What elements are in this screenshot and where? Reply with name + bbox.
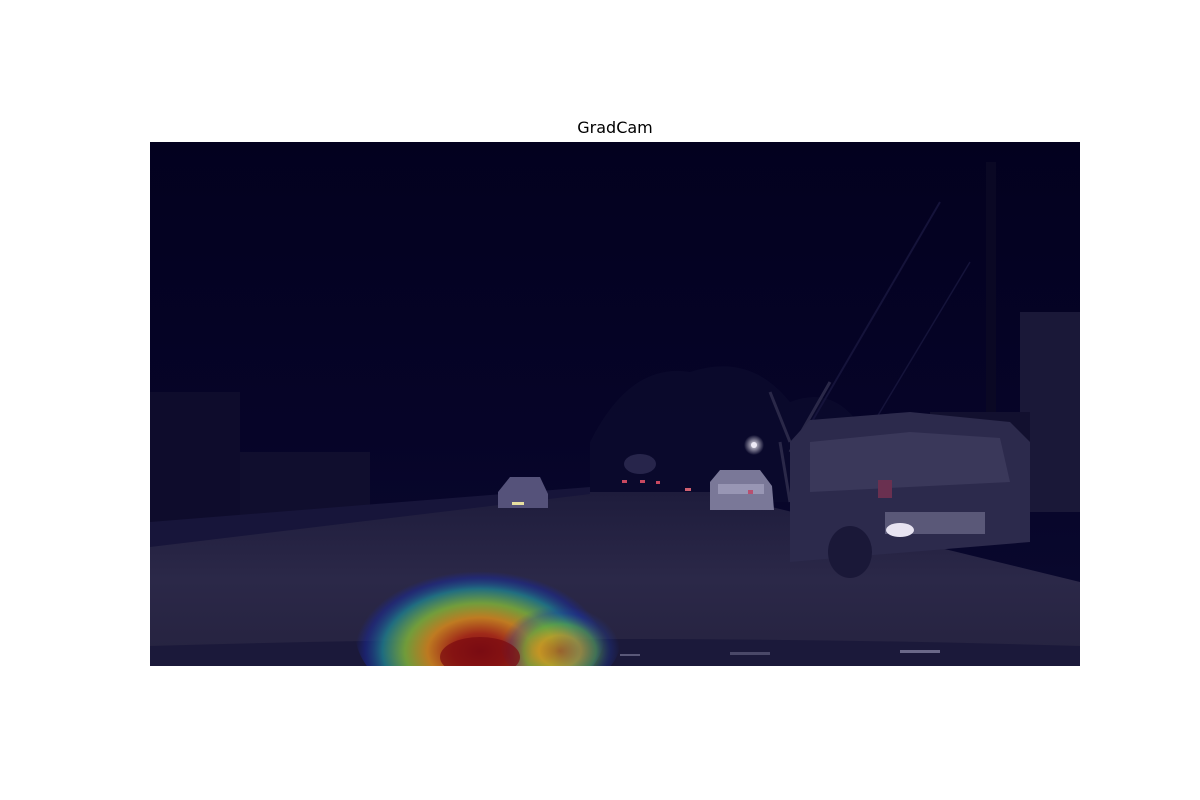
utility-pole bbox=[986, 162, 996, 492]
parked-car-right bbox=[710, 470, 774, 510]
parked-car-left bbox=[498, 477, 548, 508]
gradcam-heatmap bbox=[355, 552, 620, 666]
parked-suv-right bbox=[790, 412, 1030, 578]
gradcam-image bbox=[150, 142, 1080, 666]
figure-title: GradCam bbox=[577, 118, 653, 137]
house-left bbox=[150, 392, 240, 522]
dashboard-reflections bbox=[620, 650, 940, 656]
sidewalk-left bbox=[150, 487, 590, 547]
bare-tree bbox=[768, 381, 851, 503]
night-street-scene bbox=[150, 142, 1080, 666]
power-line bbox=[799, 201, 941, 443]
street-light-bulb bbox=[751, 442, 757, 448]
distant-tail-lights bbox=[622, 454, 691, 491]
